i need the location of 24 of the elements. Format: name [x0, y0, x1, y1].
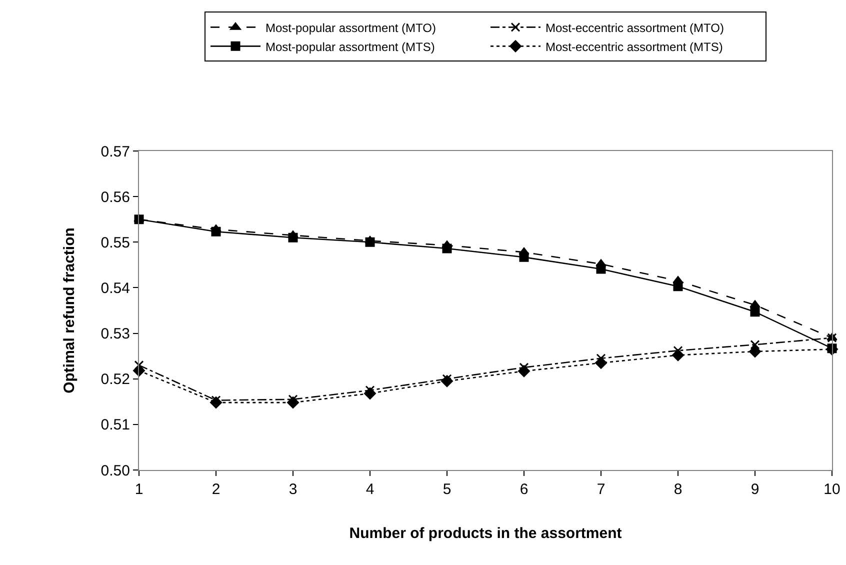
x-tick-label: 8: [674, 481, 682, 498]
x-tick-label: 6: [520, 481, 528, 498]
x-tick-label: 3: [288, 481, 298, 498]
y-tick-label: 0.53: [100, 326, 130, 343]
y-tick-label: 0.56: [100, 188, 130, 206]
legend-label: Most-eccentric assortment (MTS): [546, 40, 723, 54]
y-tick-label: 0.54: [100, 280, 130, 297]
y-tick-label: 0.55: [100, 234, 130, 252]
x-tick-label: 2: [212, 481, 220, 498]
x-tick-label: 4: [366, 481, 374, 498]
legend-label: Most-popular assortment (MTS): [266, 40, 435, 54]
legend-label: Most-eccentric assortment (MTO): [546, 20, 724, 35]
y-axis-title: Optimal refund fraction: [61, 228, 78, 394]
y-tick-label: 0.52: [100, 371, 130, 388]
y-tick-label: 0.51: [100, 416, 130, 434]
y-tick-label: 0.50: [100, 462, 130, 480]
x-tick-label: 7: [596, 481, 606, 498]
legend-label: Most-popular assortment (MTO): [266, 20, 436, 35]
x-tick-label: 1: [134, 481, 144, 498]
x-tick-label: 5: [442, 481, 452, 498]
x-tick-label: 10: [824, 481, 840, 498]
x-tick-label: 9: [750, 481, 760, 498]
y-tick-label: 0.57: [100, 143, 130, 160]
x-axis-title: Number of products in the assortment: [349, 525, 622, 542]
